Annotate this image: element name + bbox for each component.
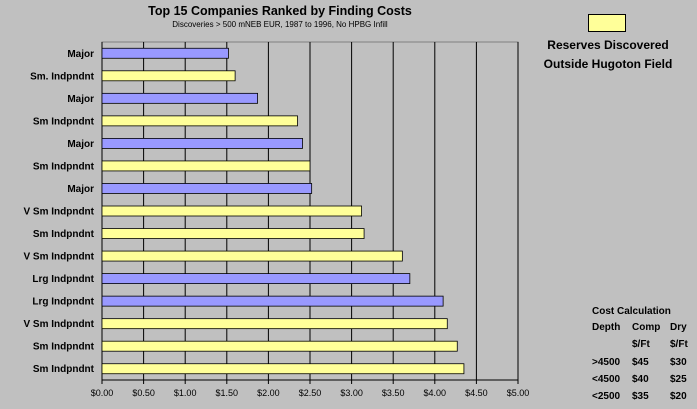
cost-table-row-2-depth: <4500 (592, 374, 621, 385)
x-tick-label: $4.00 (424, 388, 447, 398)
bar (101, 70, 236, 82)
bar (101, 228, 365, 239)
bar (101, 205, 362, 217)
bar (101, 47, 229, 59)
legend-label-line-1: Reserves Discovered (547, 38, 669, 52)
cost-table-title: Cost Calculation (592, 306, 671, 317)
cost-table-row-1-depth: >4500 (592, 357, 621, 368)
cost-table-row-2-comp: $40 (632, 374, 649, 385)
chart-subtitle: Discoveries > 500 mNEB EUR, 1987 to 1996… (172, 20, 388, 29)
cost-table-header-depth: Depth (592, 322, 621, 333)
legend-label-line-2: Outside Hugoton Field (543, 57, 673, 71)
category-label: Sm Indpndnt (33, 342, 95, 353)
category-label: V Sm Indpndnt (23, 252, 94, 263)
bar (101, 273, 411, 285)
cost-table-row-3-dry: $20 (670, 391, 687, 402)
bar (101, 318, 448, 330)
cost-table-header-comp: Comp (632, 322, 661, 333)
bar (101, 340, 458, 352)
category-label: Lrg Indpndnt (32, 274, 94, 285)
category-label: Sm Indpndnt (33, 161, 95, 172)
x-tick-label: $2.00 (257, 388, 280, 398)
bar (101, 250, 403, 262)
category-label: Major (67, 184, 94, 195)
cost-table-unit-dry: $/Ft (670, 339, 688, 350)
bar (101, 183, 313, 194)
category-label: Sm Indpndnt (33, 229, 95, 240)
bar (101, 115, 298, 127)
category-label: V Sm Indpndnt (23, 207, 94, 218)
cost-table-row-1-comp: $45 (632, 357, 649, 368)
cost-table-row-2-dry: $25 (670, 374, 687, 385)
bar (101, 295, 444, 307)
chart-title: Top 15 Companies Ranked by Finding Costs (148, 4, 412, 18)
x-tick-label: $3.00 (340, 388, 363, 398)
category-label: Sm Indpndnt (33, 116, 95, 127)
x-tick-label: $1.50 (216, 388, 239, 398)
x-tick-label: $4.50 (465, 388, 488, 398)
bar (101, 160, 311, 172)
x-tick-label: $2.50 (299, 388, 322, 398)
category-label: Sm Indpndnt (33, 364, 95, 375)
x-tick-label: $0.00 (91, 388, 114, 398)
legend-label: Reserves Discovered Outside Hugoton Fiel… (528, 36, 688, 74)
category-label: Major (67, 139, 94, 150)
cost-table-unit-comp: $/Ft (632, 339, 650, 350)
category-label: Major (67, 94, 94, 105)
cost-table-row-3-comp: $35 (632, 391, 649, 402)
x-tick-label: $3.50 (382, 388, 405, 398)
cost-table-header-dry: Dry (670, 322, 687, 333)
category-label: V Sm Indpndnt (23, 319, 94, 330)
cost-table-row-1-dry: $30 (670, 357, 687, 368)
x-tick-label: $5.00 (507, 388, 530, 398)
category-label: Sm. Indpndnt (30, 71, 95, 82)
bar (101, 363, 465, 375)
bar (101, 137, 303, 149)
category-label: Lrg Indpndnt (32, 297, 94, 308)
x-tick-label: $1.00 (174, 388, 197, 398)
x-tick-label: $0.50 (132, 388, 155, 398)
cost-table-row-3-depth: <2500 (592, 391, 621, 402)
bar (101, 92, 258, 104)
category-label: Major (67, 49, 94, 60)
legend-swatch (588, 14, 626, 32)
